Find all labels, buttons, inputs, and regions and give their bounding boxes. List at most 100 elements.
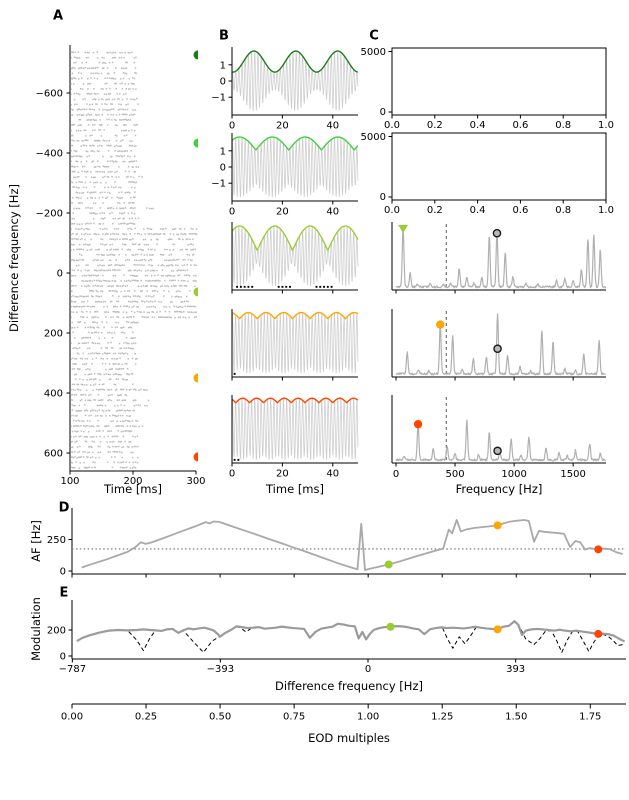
eod-multiples-axis: 0.00 0.25 0.50 0.75 1.00 1.25 1.50 1.75	[61, 703, 626, 723]
tick-label: 400	[44, 389, 63, 400]
tick-label: 1000	[501, 469, 526, 480]
am-frequency-marker	[413, 419, 423, 429]
tick-label: 40	[326, 121, 339, 132]
panel-d-af: 250 0	[47, 508, 626, 578]
tick-label: 100	[60, 476, 79, 487]
panel-label-b: B	[219, 28, 229, 44]
tick-label: 0.75	[283, 712, 305, 723]
panel-c-empty-2: 5000 0 0.0 0.2 0.4 0.6 0.8 1.0	[361, 132, 614, 216]
axis-label-c-x: Frequency [Hz]	[455, 482, 543, 496]
tick-label: 393	[506, 664, 525, 675]
tick-label: −600	[36, 89, 63, 100]
tick-label: 0.6	[512, 120, 528, 131]
tick-label: 0.0	[384, 205, 400, 216]
panel-a-raster: −600 −400 −200 0 200 400 600 100 200 300	[36, 45, 206, 487]
tick-label: 200	[44, 329, 63, 340]
tick-label: 1.50	[505, 712, 527, 723]
tick-label: −200	[36, 209, 63, 220]
df-marker-red	[193, 452, 198, 462]
tick-label: 0.4	[470, 120, 486, 131]
df-marker-dark_green	[193, 50, 198, 60]
af-dot-yellow_green	[384, 560, 393, 569]
am-frequency-marker	[398, 224, 409, 233]
panel-label-e: E	[59, 585, 69, 601]
tick-label: 0.8	[555, 120, 571, 131]
tick-label: 1.75	[579, 712, 601, 723]
panel-b-waveform-df-613: 0 20 40	[229, 395, 359, 480]
tick-label: 1.25	[431, 712, 453, 723]
tick-label: 1.00	[357, 712, 379, 723]
panel-c-spectrum-df-350	[391, 309, 607, 381]
panel-b-waveform-df-350	[231, 309, 359, 381]
tick-label: 0.8	[555, 205, 571, 216]
tick-label: 5000	[361, 47, 386, 58]
tick-label: 0	[380, 192, 386, 203]
tick-label: 0	[60, 652, 66, 663]
tick-label: 250	[47, 535, 66, 546]
axis-label-b-x: Time [ms]	[266, 482, 324, 496]
tick-label: 0	[365, 664, 371, 675]
af-dot-orange	[493, 521, 502, 530]
axis-label-a-x: Time [ms]	[104, 482, 162, 496]
tick-label: −787	[59, 664, 86, 675]
tick-label: 0	[229, 207, 235, 218]
tick-label: 0	[380, 107, 386, 118]
panel-c-spectrum-df-63	[391, 222, 607, 294]
eod-frequency-marker	[492, 228, 502, 238]
tick-label: −393	[207, 664, 234, 675]
panel-label-c: C	[369, 28, 379, 44]
tick-label: 40	[326, 207, 339, 218]
modulation-dot-yellow_green	[386, 622, 395, 631]
tick-label: 0.2	[427, 205, 443, 216]
tick-label: 0.50	[209, 712, 231, 723]
tick-label: 0	[229, 469, 235, 480]
eod-frequency-marker	[493, 446, 502, 456]
eod-frequency-marker	[493, 344, 502, 354]
panel-c-empty-1: 5000 0 0.0 0.2 0.4 0.6 0.8 1.0	[361, 47, 614, 131]
panel-c-spectrum-df-613: 0 500 1000 1500	[391, 395, 607, 480]
tick-label: 0.2	[427, 120, 443, 131]
df-marker-yellow_green	[193, 287, 198, 297]
tick-label: 5000	[361, 132, 386, 143]
df-marker-lime_green	[193, 138, 198, 148]
axis-label-d-y: AF [Hz]	[29, 520, 43, 562]
df-marker-orange	[193, 373, 198, 383]
tick-label: 0	[220, 163, 226, 174]
panel-b-waveform-df-63	[231, 222, 359, 294]
am-frequency-marker	[436, 320, 445, 329]
tick-label: 0.6	[512, 205, 528, 216]
tick-label: 20	[276, 469, 289, 480]
tick-label: 0	[229, 121, 235, 132]
tick-label: 1500	[560, 469, 585, 480]
panel-b-waveform-df-727: 0 20 40 1 0 −1	[211, 47, 359, 132]
af-dot-red	[594, 545, 603, 554]
tick-label: 0	[393, 469, 399, 480]
tick-label: 0	[60, 567, 66, 578]
modulation-dot-orange	[493, 625, 502, 634]
tick-label: −1	[211, 179, 226, 190]
tick-label: 1	[220, 146, 226, 157]
tick-label: 0.4	[470, 205, 486, 216]
panel-b-waveform-df-433: 0 20 40 1 0 −1	[211, 133, 359, 218]
tick-label: 1.0	[598, 120, 614, 131]
tick-label: 0	[220, 77, 226, 88]
tick-label: 20	[276, 207, 289, 218]
tick-label: 500	[446, 469, 465, 480]
tick-label: 0.00	[61, 712, 83, 723]
modulation-dot-red	[594, 629, 603, 638]
tick-label: 200	[47, 626, 66, 637]
axis-label-e-y: Modulation	[29, 597, 43, 661]
tick-label: 0	[57, 269, 63, 280]
axis-label-e-x: Difference frequency [Hz]	[275, 679, 423, 693]
tick-label: 1.0	[598, 205, 614, 216]
tick-label: 300	[186, 476, 205, 487]
axis-label-eod-x: EOD multiples	[308, 731, 390, 745]
tick-label: 600	[44, 449, 63, 460]
tick-label: −400	[36, 149, 63, 160]
tick-label: 0.25	[135, 712, 157, 723]
axis-label-a-y: Difference frequency [Hz]	[7, 184, 21, 332]
tick-label: 20	[276, 121, 289, 132]
